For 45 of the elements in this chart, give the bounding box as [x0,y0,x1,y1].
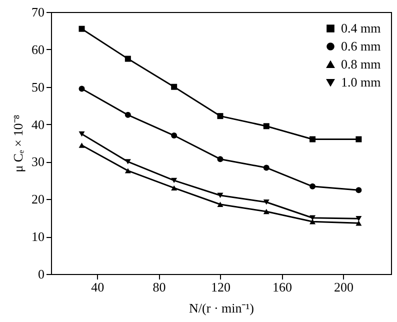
point [171,185,178,191]
x-tick-label: 40 [91,280,104,294]
x-tick-label: 160 [272,280,292,294]
y-tick-label: 50 [32,79,44,94]
x-tick-label: 120 [210,280,230,294]
y-tick-label: 20 [32,192,44,207]
point [78,131,85,137]
point [217,156,224,162]
point [78,86,85,92]
point [356,187,362,194]
y-tick-label: 30 [32,154,44,170]
legend-label: 1.0 mm [341,74,381,90]
legend-label: 0.6 mm [341,38,381,54]
point [124,159,131,164]
point [310,183,316,190]
y-tick-label: 10 [32,229,44,244]
point [217,113,224,120]
point [171,132,178,139]
point [78,26,85,32]
point [263,208,270,214]
point [217,192,224,198]
y-tick-label: 60 [32,42,44,57]
point [217,202,224,207]
y-tick-label: 70 [32,4,44,20]
point [124,112,131,118]
point [310,136,316,142]
y-tick-label: 40 [32,116,44,132]
point [124,56,131,62]
point [356,216,362,222]
point [78,142,85,148]
legend-label: 0.4 mm [341,20,381,36]
point [124,168,131,174]
point [171,178,178,184]
point [171,84,178,90]
point [356,220,362,226]
x-tick-label: 80 [152,280,166,294]
y-axis-title: μ Cₑ × 10⁻⁸ [10,114,26,172]
x-axis-title: N/(r · min⁻¹) [189,300,254,316]
y-tick-label: 0 [38,266,44,282]
point [263,200,270,205]
x-tick-label: 200 [334,280,354,294]
point [263,123,270,130]
point [263,164,270,171]
legend-label: 0.8 mm [341,56,381,72]
point [356,136,362,142]
